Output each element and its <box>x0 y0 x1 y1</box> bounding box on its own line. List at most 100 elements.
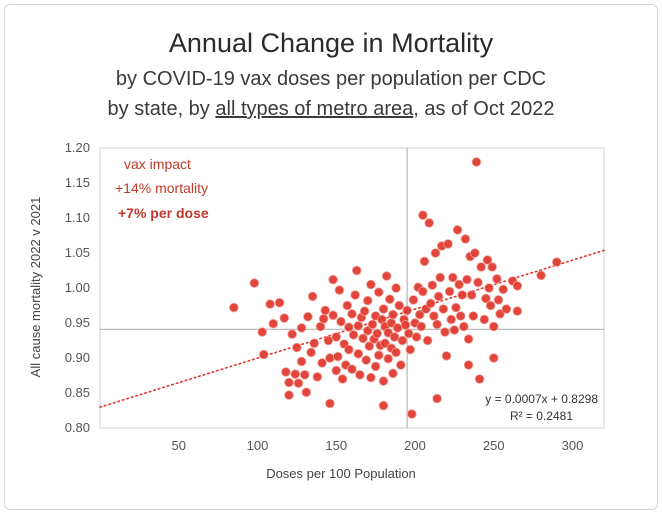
data-point <box>451 302 461 313</box>
data-point <box>284 377 294 388</box>
data-point <box>317 358 327 368</box>
data-point <box>328 274 338 285</box>
data-point <box>459 321 469 332</box>
trendline-r-squared: R² = 0.2481 <box>510 409 573 423</box>
data-point <box>474 374 485 384</box>
subtitle-underlined: all types of metro area <box>215 98 414 120</box>
data-point <box>447 272 458 283</box>
data-point <box>384 294 395 305</box>
x-axis-label: Doses per 100 Population <box>266 466 416 481</box>
subtitle-prefix: by state, by <box>107 98 216 120</box>
data-point <box>279 313 290 323</box>
data-point <box>512 306 523 316</box>
chart-title: Annual Change in Mortality <box>168 28 494 58</box>
data-point <box>484 283 494 293</box>
annotation-line-2: +14% mortality <box>115 180 208 196</box>
data-point <box>372 328 383 339</box>
data-point <box>433 291 444 302</box>
data-point <box>366 372 376 383</box>
data-point <box>495 309 505 319</box>
data-point <box>388 368 398 379</box>
data-point <box>309 338 320 349</box>
x-tick-label: 50 <box>172 438 186 453</box>
data-point <box>378 304 389 314</box>
data-point <box>348 330 359 340</box>
y-tick-label: 1.05 <box>65 245 90 260</box>
data-point <box>485 300 496 311</box>
data-point <box>344 322 354 333</box>
chart-frame <box>4 4 658 510</box>
data-point <box>536 270 546 281</box>
data-point <box>419 256 430 267</box>
data-point <box>373 350 384 361</box>
data-point <box>454 279 464 290</box>
data-point <box>328 310 338 321</box>
y-tick-label: 1.20 <box>65 140 90 155</box>
data-point <box>427 280 438 291</box>
data-point <box>488 353 499 363</box>
annotation-box: vax impact +14% mortality +7% per dose <box>115 156 209 221</box>
data-point <box>466 290 477 300</box>
data-point <box>443 239 453 249</box>
x-tick-label: 300 <box>562 438 584 453</box>
data-point <box>229 302 239 313</box>
data-point <box>403 328 414 339</box>
data-point <box>274 297 285 308</box>
data-point <box>400 320 411 330</box>
data-point <box>320 305 331 316</box>
data-point <box>493 295 504 305</box>
data-point <box>498 284 509 295</box>
data-point <box>331 365 342 376</box>
annotation-line-3: +7% per dose <box>118 205 209 221</box>
data-point <box>353 320 364 331</box>
data-point <box>407 409 417 419</box>
data-point <box>470 248 480 258</box>
data-point <box>361 355 371 365</box>
data-point <box>336 316 346 327</box>
data-point <box>463 334 474 344</box>
data-point <box>425 298 436 309</box>
data-point <box>488 321 499 332</box>
data-point <box>422 335 433 346</box>
data-point <box>473 277 483 288</box>
x-tick-label: 100 <box>247 438 269 453</box>
data-point <box>358 333 368 344</box>
data-point <box>455 311 466 321</box>
data-point <box>296 356 307 367</box>
data-point <box>378 400 389 411</box>
data-point <box>462 274 472 285</box>
y-tick-label: 0.80 <box>65 420 90 435</box>
data-point <box>303 311 313 322</box>
data-point <box>364 341 375 351</box>
data-point <box>373 287 384 298</box>
y-tick-label: 1.00 <box>65 280 90 295</box>
data-point <box>268 318 279 329</box>
data-point <box>481 293 491 304</box>
data-point <box>265 299 275 309</box>
trendline-equation: y = 0.0007x + 0.8298 <box>485 392 598 406</box>
y-tick-label: 1.15 <box>65 175 90 190</box>
data-point <box>380 338 390 349</box>
data-point <box>394 300 405 311</box>
data-point <box>359 306 370 316</box>
data-point <box>414 309 425 320</box>
data-point <box>296 323 307 333</box>
data-point <box>342 300 353 311</box>
data-point <box>418 210 428 221</box>
data-point <box>287 329 297 340</box>
data-point <box>325 353 335 363</box>
data-point <box>429 311 439 321</box>
data-point <box>367 319 378 330</box>
plot-border <box>99 147 605 429</box>
data-point <box>444 286 455 297</box>
data-point <box>391 347 401 358</box>
data-point <box>388 309 398 320</box>
data-point <box>301 387 312 398</box>
data-point <box>471 157 482 167</box>
data-point <box>323 335 334 346</box>
data-point <box>492 274 502 284</box>
data-point <box>397 335 408 346</box>
chart-subtitle-line2: by state, by all types of metro area, as… <box>0 98 662 121</box>
annotation-line-1: vax impact <box>124 156 191 172</box>
